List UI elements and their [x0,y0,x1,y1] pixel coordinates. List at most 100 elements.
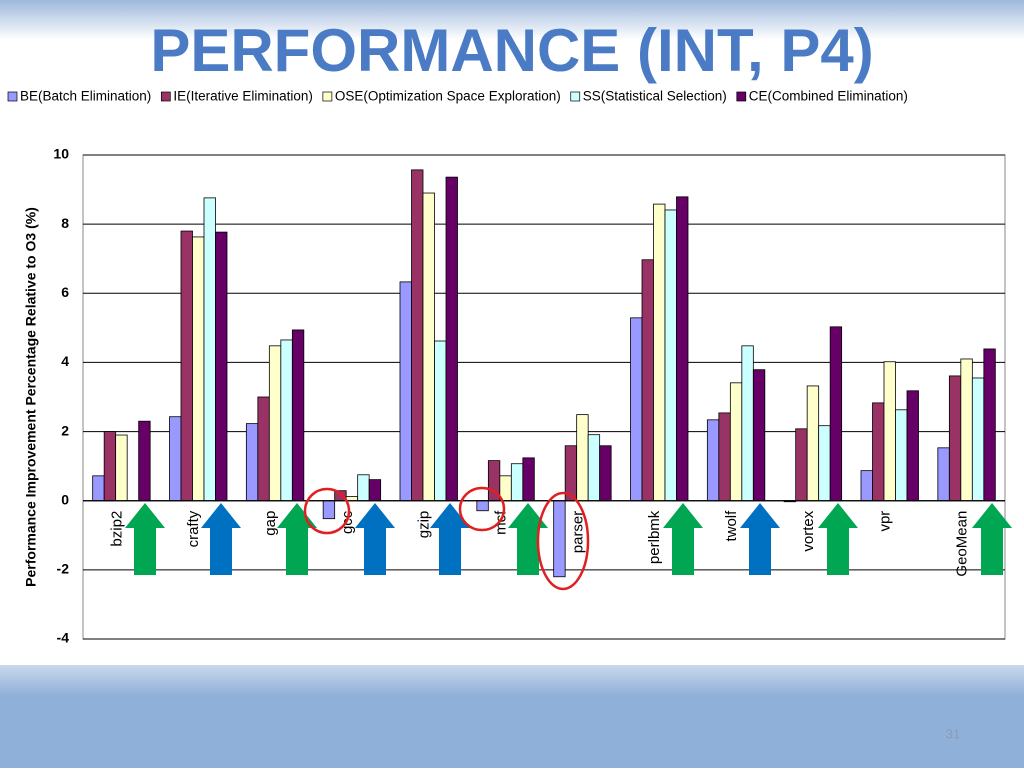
bar [960,358,973,502]
legend-swatch [736,91,747,102]
arrow [125,503,165,575]
bar [599,445,612,502]
arrow [663,503,703,575]
bar [115,434,128,502]
bar [411,169,424,502]
bar [630,317,643,502]
bar [948,375,962,502]
x-tick-label: twolf [723,510,740,542]
bar [192,236,205,502]
bar [422,192,435,502]
x-tick-label: mcf [493,510,510,535]
x-tick-label: gap [262,511,279,536]
blue-arrows [201,503,780,575]
bar [215,231,228,502]
bar [268,345,282,502]
bar [345,496,359,502]
bar [522,457,535,502]
bar [587,434,601,502]
bar [806,385,820,502]
legend-label: BE(Batch Elimination) [20,89,151,104]
bar [795,428,808,502]
bar [322,500,336,520]
bar [291,329,305,502]
bar [169,416,182,502]
x-tick-label: crafty [185,510,202,547]
bar [718,412,731,502]
y-tick-label: 10 [53,146,69,162]
circle [303,487,351,535]
y-tick-label: 0 [61,491,69,507]
bar [971,377,985,502]
x-tick-label: bzip2 [108,511,125,547]
legend-swatch [322,91,333,102]
bar [653,203,666,502]
x-tick-label: vortex [800,510,817,551]
bar [553,500,566,578]
top-band [0,0,1024,40]
bar [103,431,117,502]
x-tick-label: gzip [416,511,433,539]
circle [458,486,506,532]
arrow [201,503,241,575]
x-tick-label: perlbmk [646,510,663,564]
bar [357,474,370,502]
bar [510,463,524,502]
bar [641,259,654,502]
bar [883,361,896,502]
legend-label: CE(Combined Elimination) [749,89,908,104]
bar [729,382,743,502]
red-circles [303,486,590,591]
legend-label: SS(Statistical Selection) [583,89,727,104]
chart: -4 -2 0 2 4 6 8 10 Performance Improvement Perce… [7,89,1006,646]
bar [741,345,754,502]
bar [872,402,885,502]
y-axis-title: Performance Improvement Percentage Relat… [23,207,39,587]
y-tick-label: 6 [61,284,69,300]
bar [399,281,412,502]
arrow [430,503,470,575]
bar [476,500,489,512]
bar [818,425,831,502]
bottom-band [0,665,1024,768]
y-tick-label: 2 [61,422,69,438]
bar [445,176,458,502]
legend-label: OSE(Optimization Space Exploration) [335,89,561,104]
bar [664,209,677,502]
bar [576,414,589,502]
bar [829,326,843,502]
bar [138,420,151,502]
bar [906,390,919,502]
bar [180,230,193,502]
bar [706,419,720,502]
slide-title: PERFORMANCE (INT, P4) [150,17,873,84]
bar [434,340,447,502]
legend-swatch [7,91,18,102]
y-tick-label: 4 [61,353,69,369]
y-tick-label: -4 [57,630,70,646]
bar [895,409,908,502]
bar [860,470,873,502]
x-tick-label: GeoMean [954,511,971,577]
arrow [508,503,548,575]
x-tick-label: vpr [877,511,894,532]
bar [92,475,105,502]
legend-swatch [160,91,171,102]
legend-label: IE(Iterative Elimination) [173,89,313,104]
annotations [125,486,1012,591]
x-tick-label: parser [569,511,586,554]
page-number: 31 [946,726,960,741]
bar [983,348,996,502]
bar [676,196,689,502]
arrow [740,503,780,575]
arrow [818,503,858,575]
legend-swatch [570,91,581,102]
bar [752,369,766,502]
plot-area [82,154,1006,640]
bar [280,339,293,502]
circle [536,491,590,591]
arrow [972,503,1012,575]
y-tick-label: 8 [61,215,69,231]
arrow [355,503,395,575]
